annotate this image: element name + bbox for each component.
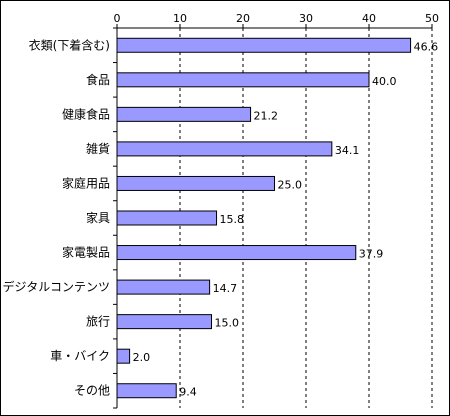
data-label: 37.9 [359,248,384,261]
x-tick-label: 20 [236,12,250,25]
bar [116,210,218,226]
data-label: 2.0 [133,351,151,364]
bar [116,245,357,261]
category-label: 旅行 [86,315,110,329]
data-label: 25.0 [278,178,303,191]
category-label: 車・バイク [50,349,110,363]
x-tick-label: 40 [362,12,376,25]
category-label: 家具 [86,210,110,225]
category-label: 衣類(下着含む) [29,37,110,52]
data-label: 15.8 [220,213,245,226]
data-label: 21.2 [254,109,279,122]
category-label: 家庭用品 [62,175,110,190]
x-tick-label: 30 [299,12,313,25]
bar [116,279,211,295]
x-tick-label: 10 [173,12,187,25]
data-label: 40.0 [372,75,397,88]
bar [116,314,212,330]
bar [116,175,275,191]
data-label: 14.7 [213,282,238,295]
x-tick-label: 50 [425,12,439,25]
bar [116,141,333,157]
category-label: 家電製品 [62,245,110,260]
bar [116,106,252,122]
data-label: 15.0 [215,317,240,330]
category-label: 健康食品 [62,106,110,121]
x-tick-label: 0 [114,12,121,25]
category-label: デジタルコンテンツ [2,279,110,294]
bar [116,383,177,399]
bar [116,348,131,364]
category-label: 雑貨 [86,141,110,156]
data-label: 9.4 [179,386,197,399]
bar [116,72,370,88]
bar [116,37,412,53]
category-label: 食品 [86,72,110,87]
data-label: 46.6 [414,40,439,53]
category-label: その他 [74,384,110,398]
data-label: 34.1 [335,144,360,157]
